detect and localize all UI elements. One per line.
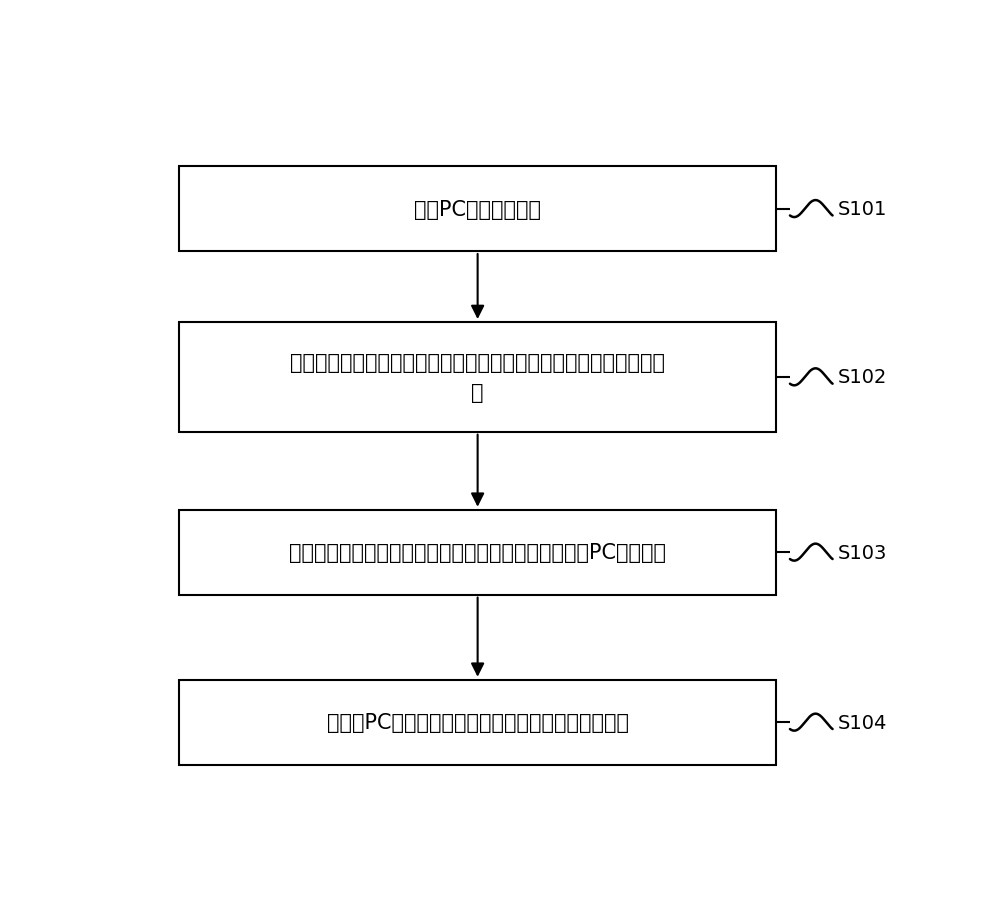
Text: S102: S102 xyxy=(838,368,887,387)
FancyBboxPatch shape xyxy=(179,167,776,252)
Text: S104: S104 xyxy=(838,713,887,732)
Text: 从预设的指形板数据库中确定与所述指形板对应关联的PC轨道梁号: 从预设的指形板数据库中确定与所述指形板对应关联的PC轨道梁号 xyxy=(289,542,666,562)
FancyBboxPatch shape xyxy=(179,510,776,595)
Text: 采集PC轨道梁的图像: 采集PC轨道梁的图像 xyxy=(414,199,541,220)
Text: 对所述图像进行图像形态学处理及特征提取，识别所述图像中的指形
板: 对所述图像进行图像形态学处理及特征提取，识别所述图像中的指形 板 xyxy=(290,353,665,403)
Text: S103: S103 xyxy=(838,543,887,562)
FancyBboxPatch shape xyxy=(179,323,776,432)
FancyBboxPatch shape xyxy=(179,680,776,765)
Text: S101: S101 xyxy=(838,199,887,219)
Text: 将所述PC轨道梁号作为所述指形板的定位信息并输出: 将所述PC轨道梁号作为所述指形板的定位信息并输出 xyxy=(327,712,629,732)
